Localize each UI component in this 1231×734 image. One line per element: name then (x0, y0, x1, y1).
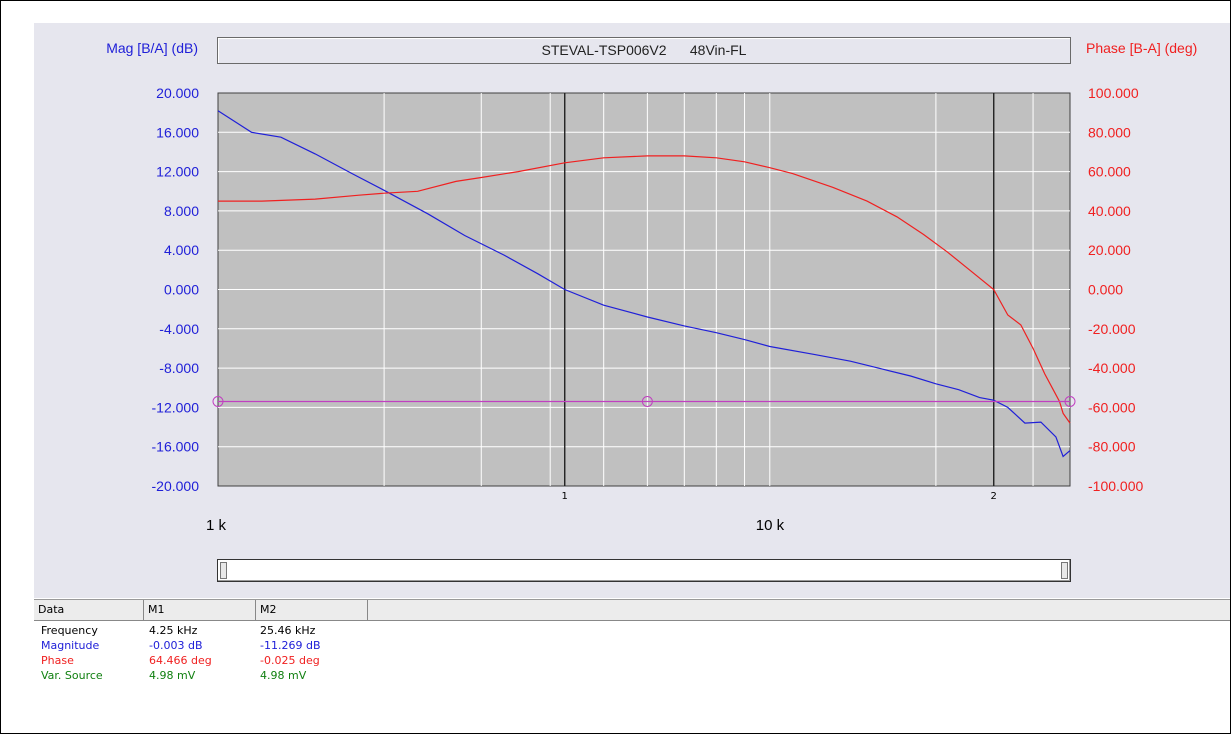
left-tick-label: -16.000 (152, 439, 200, 455)
var-source-handle-3 (1064, 396, 1076, 408)
magnitude-m1-value: -0.003 dB (149, 639, 203, 652)
var-source-m1-value: 4.98 mV (149, 669, 196, 682)
frequency-m2-value: 25.46 kHz (260, 624, 316, 637)
right-tick-label: -80.000 (1088, 439, 1136, 455)
bode-plot[interactable]: 1 2 20.000 16.000 12.000 8.000 4.000 0.000 -4.00… (34, 23, 1230, 563)
left-tick-label: 16.000 (156, 124, 199, 140)
left-tick-label: -8.000 (159, 360, 199, 376)
row-label-frequency: Frequency (41, 624, 98, 637)
x-tick-label: 1 k (206, 517, 227, 534)
right-axis-label: Phase [B-A] (deg) (1086, 40, 1198, 56)
frequency-scrollbar[interactable] (217, 559, 1071, 582)
magnitude-m2-value: -11.269 dB (260, 639, 321, 652)
right-tick-label: -40.000 (1088, 360, 1136, 376)
cursor-marker-label-2: 2 (991, 491, 997, 502)
var-source-handle-1 (212, 396, 224, 408)
scroll-handle-left[interactable] (220, 562, 227, 579)
right-tick-label: 40.000 (1088, 203, 1131, 219)
magnitude-line (217, 110, 1071, 458)
var-source-handle-2 (641, 396, 653, 408)
left-tick-label: -12.000 (152, 399, 200, 415)
phase-m2-value: -0.025 deg (260, 654, 320, 667)
var-source-m2-value: 4.98 mV (260, 669, 307, 682)
row-label-phase: Phase (41, 654, 74, 667)
right-tick-label: -60.000 (1088, 399, 1136, 415)
row-label-magnitude: Magnitude (41, 639, 100, 652)
right-tick-label: -100.000 (1088, 478, 1143, 494)
right-tick-label: -20.000 (1088, 321, 1136, 337)
row-label-var-source: Var. Source (41, 669, 103, 682)
data-table-header: Data M1 M2 (34, 599, 1230, 621)
right-tick-label: 20.000 (1088, 242, 1131, 258)
frequency-m1-value: 4.25 kHz (149, 624, 198, 637)
x-tick-label: 10 k (756, 517, 785, 534)
cursor-marker-label-1: 1 (562, 491, 568, 502)
column-header-m2[interactable]: M2 (256, 600, 368, 620)
phase-line (218, 155, 1071, 424)
right-tick-label: 80.000 (1088, 124, 1131, 140)
left-tick-label: 20.000 (156, 85, 199, 101)
right-tick-label: 100.000 (1088, 85, 1139, 101)
scroll-handle-right[interactable] (1061, 562, 1068, 579)
left-tick-label: 12.000 (156, 164, 199, 180)
plot-title: STEVAL-TSP006V2 48Vin-FL (217, 37, 1071, 64)
left-axis-label: Mag [B/A] (dB) (106, 40, 198, 56)
left-tick-label: -4.000 (159, 321, 199, 337)
phase-m1-value: 64.466 deg (149, 654, 212, 667)
left-tick-label: 8.000 (164, 203, 199, 219)
left-tick-label: -20.000 (152, 478, 200, 494)
column-header-data[interactable]: Data (34, 600, 144, 620)
right-tick-label: 60.000 (1088, 164, 1131, 180)
left-tick-label: 0.000 (164, 282, 199, 298)
column-header-m1[interactable]: M1 (144, 600, 256, 620)
left-tick-label: 4.000 (164, 242, 199, 258)
right-tick-label: 0.000 (1088, 282, 1123, 298)
